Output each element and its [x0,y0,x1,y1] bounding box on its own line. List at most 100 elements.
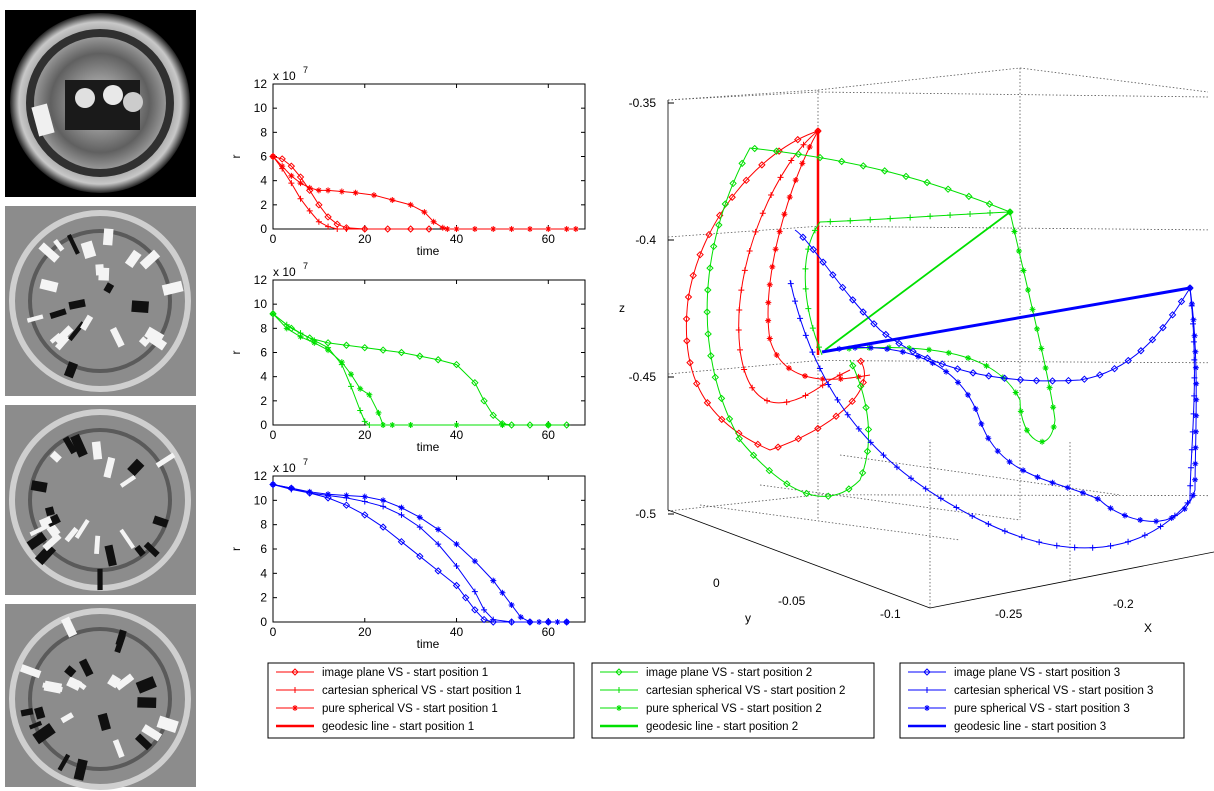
marker-diamond [717,394,726,403]
fisheye-patch [38,242,60,263]
marker-plus [855,425,862,432]
marker-diamond [794,135,802,144]
marker-plus [749,384,756,391]
fisheye-patch [64,526,79,543]
marker-plus [616,687,622,693]
marker-plus [1187,482,1194,489]
marker-plus [937,495,944,502]
marker-diamond [758,161,766,169]
marker-star [508,226,515,232]
marker-diamond [775,147,783,155]
marker-diamond [794,150,803,158]
marker-plus [922,485,929,492]
marker-star [1192,444,1199,451]
marker-star [288,485,295,492]
fisheye-patch [78,658,94,677]
marker-diamond [406,225,415,233]
fisheye-patch [34,543,56,566]
marker-diamond [291,668,299,676]
marker-diamond [1159,323,1167,332]
x-tick-label: 0 [270,232,277,246]
marker-star [943,368,950,375]
marker-plus [348,383,354,390]
marker-plus [746,247,753,254]
marker-star [430,218,437,225]
marker-diamond [715,221,723,229]
marker-star [616,705,622,711]
marker-plus [893,464,900,471]
marker-plus [764,397,771,404]
marker-plus [987,209,994,216]
trajectory-3d-plot: -0.35 -0.4 -0.45 -0.5 z 0 -0.05 -0.1 y -0.25 -0.2 X [619,67,1214,635]
y-tick-label: 8 [260,518,267,532]
marker-star [526,226,533,232]
marker-star [1193,412,1200,419]
blue-geodesic-line [821,286,1191,354]
marker-star [471,558,478,565]
marker-diamond [1048,377,1057,385]
y-axis-label: r [229,547,243,551]
marker-diamond [425,225,433,233]
marker-diamond [683,337,691,345]
line-chart-3: 0 2 4 6 8 10 12 0 20 40 60 time r x 10 7 [229,457,586,651]
marker-plus [357,407,364,414]
fisheye-patch [60,616,78,638]
marker-plus [836,372,843,379]
fisheye-patch [127,458,145,477]
marker-star [765,317,772,324]
marker-diamond [799,233,807,241]
y-tick-label: 6 [260,346,267,360]
fisheye-patch [102,228,114,246]
y-axis-label: r [229,351,243,355]
marker-diamond [859,162,867,170]
fisheye-patch [139,249,161,270]
marker-plus [736,346,743,353]
marker-star [490,226,497,232]
y-tick-label: 6 [260,150,267,164]
marker-plus [292,687,298,693]
marker-star [1038,345,1045,352]
fisheye-patch [38,516,53,528]
x-axis-label: time [417,244,440,258]
y-tick-label: 0 [713,576,720,590]
marker-plus [1141,532,1148,539]
fisheye-patch [135,676,157,694]
marker-plus [787,280,794,287]
marker-plus [811,227,818,234]
marker-star [306,488,313,495]
fisheye-patch [131,300,149,313]
marker-star [380,422,387,428]
marker-plus [947,212,954,219]
marker-plus [398,511,405,518]
marker-star [1192,364,1199,371]
fisheye-patch [75,680,87,691]
marker-star [338,359,345,366]
fisheye-patch [34,706,46,720]
marker-star [453,541,460,548]
marker-star [375,409,382,416]
legend-label: geodesic line - start position 1 [322,721,474,733]
y-tick-label: 0 [260,418,267,432]
fisheye-patch [94,535,101,555]
x-tick-label: 20 [358,625,372,639]
marker-star [325,491,332,498]
grid-line [817,91,1209,98]
marker-star [270,481,276,488]
marker-diamond [489,618,497,626]
legend-1: image plane VS - start position 1 cartesi… [267,662,575,739]
marker-diamond [471,606,479,614]
marker-plus [802,285,809,292]
legend-2: image plane VS - start position 2 cartesi… [591,662,875,739]
marker-diamond [1124,356,1132,365]
marker-diamond [324,213,332,221]
marker-plus [366,422,373,428]
marker-diamond [880,167,889,175]
x-tick-label: 0 [270,428,277,442]
marker-plus [816,344,823,351]
series-line-2 [272,156,365,230]
marker-star [1137,517,1144,524]
z-axis-label: z [619,301,625,315]
fisheye-patch [137,697,157,709]
marker-star [1192,460,1199,467]
marker-star [899,348,906,355]
